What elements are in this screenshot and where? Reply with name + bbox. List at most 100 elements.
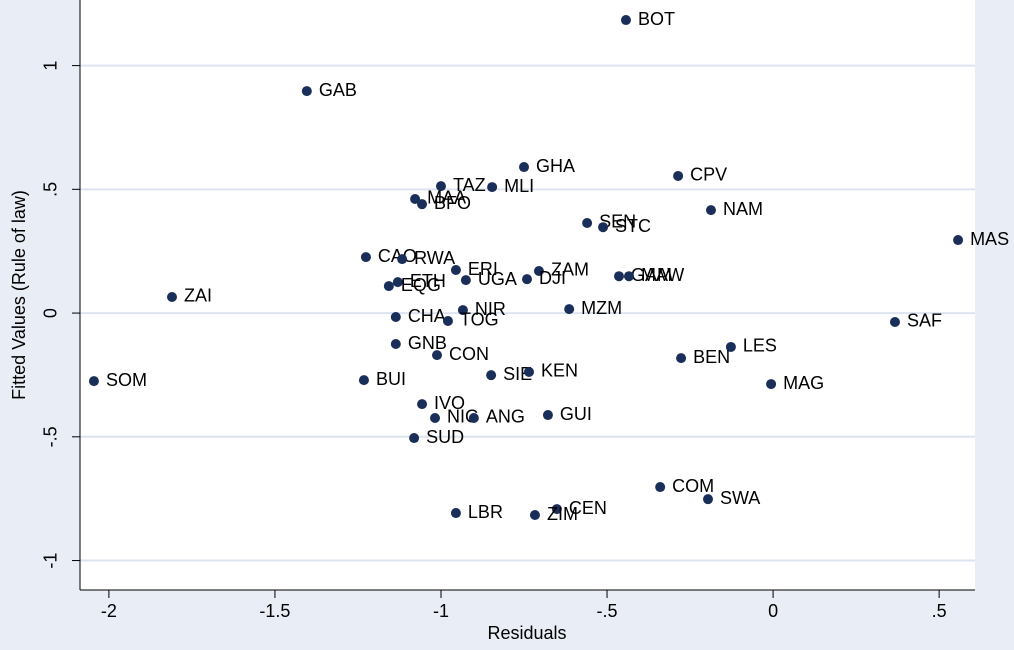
x-axis-title: Residuals	[487, 623, 566, 643]
point	[166, 291, 177, 302]
point-label: GAM	[631, 265, 672, 285]
point	[519, 162, 530, 173]
point	[702, 494, 713, 505]
point-label: ZAI	[184, 286, 212, 306]
point-label: CEN	[569, 498, 607, 518]
point	[766, 379, 777, 390]
point-label: ANG	[486, 407, 525, 427]
point	[442, 315, 453, 326]
point	[301, 86, 312, 97]
point-label: BOT	[638, 9, 675, 29]
point-label: SOM	[106, 370, 147, 390]
point-label: GNB	[408, 333, 447, 353]
y-tick-label: .5	[41, 182, 61, 197]
point-label: SEN	[599, 212, 636, 232]
point	[460, 275, 471, 286]
point-label: BEN	[693, 347, 730, 367]
point	[392, 277, 403, 288]
point	[457, 305, 468, 316]
x-tick-label: -1	[433, 601, 449, 621]
point	[360, 252, 371, 263]
point	[390, 339, 401, 350]
point	[620, 15, 631, 26]
point-label: SIE	[503, 364, 532, 384]
point-label: GAB	[319, 80, 357, 100]
point	[450, 265, 461, 276]
point-label: UGA	[478, 269, 517, 289]
x-tick-label: -.5	[597, 601, 618, 621]
point-label: DJI	[539, 268, 566, 288]
point-label: TOG	[460, 310, 499, 330]
point	[582, 217, 593, 228]
point-label: SUD	[426, 427, 464, 447]
y-tick-label: -.5	[41, 426, 61, 447]
point-label: EQG	[401, 275, 441, 295]
point-label: CON	[449, 344, 489, 364]
y-tick-label: 0	[41, 308, 61, 318]
x-tick-label: -2	[101, 601, 117, 621]
y-tick-label: 1	[41, 61, 61, 71]
point	[623, 271, 634, 282]
point-label: MZM	[581, 298, 622, 318]
point-label: ZAM	[551, 260, 589, 280]
point-label: MAA	[427, 188, 466, 208]
point	[435, 181, 446, 192]
point	[487, 182, 498, 193]
point	[417, 399, 428, 410]
x-tick-label: .5	[932, 601, 947, 621]
point-label: ZIM	[547, 504, 578, 524]
point-label: MAG	[783, 373, 824, 393]
point	[523, 366, 534, 377]
point-label: BFO	[434, 193, 471, 213]
point-label: SWA	[720, 488, 760, 508]
point-label: LBR	[468, 502, 503, 522]
point	[542, 410, 553, 421]
point	[432, 350, 443, 361]
point	[564, 304, 575, 315]
point	[551, 504, 562, 515]
point-label: GHA	[536, 156, 575, 176]
point-label: BUI	[376, 369, 406, 389]
point-label: MAS	[970, 229, 1009, 249]
point	[598, 222, 609, 233]
point	[468, 412, 479, 423]
point	[383, 281, 394, 292]
point-label: CAO	[378, 246, 417, 266]
point	[390, 312, 401, 323]
point	[522, 274, 533, 285]
point-label: COM	[672, 476, 714, 496]
point-label: NIR	[475, 299, 506, 319]
point	[533, 265, 544, 276]
point-label: NAM	[723, 199, 763, 219]
point-label: CPV	[690, 165, 727, 185]
point	[358, 375, 369, 386]
point	[655, 482, 666, 493]
plot-area	[80, 0, 975, 590]
point	[88, 376, 99, 387]
point-label: ETH	[410, 271, 446, 291]
point	[676, 353, 687, 364]
point-label: CHA	[408, 306, 446, 326]
point-label: MAW	[641, 265, 684, 285]
point-label: STC	[615, 216, 651, 236]
point	[725, 341, 736, 352]
point-label: TAZ	[453, 175, 486, 195]
point-label: LES	[743, 336, 777, 356]
point	[450, 508, 461, 519]
point	[417, 199, 428, 210]
point	[705, 205, 716, 216]
point	[613, 271, 624, 282]
y-axis-title: Fitted Values (Rule of law)	[9, 190, 29, 400]
point	[430, 412, 441, 423]
point	[397, 254, 408, 265]
point-label: GUI	[560, 404, 592, 424]
point-label: ERI	[468, 259, 498, 279]
point	[410, 193, 421, 204]
point	[486, 370, 497, 381]
point	[409, 433, 420, 444]
point-label: SAF	[907, 311, 942, 331]
x-tick-label: -1.5	[259, 601, 290, 621]
point	[529, 510, 540, 521]
point	[889, 316, 900, 327]
